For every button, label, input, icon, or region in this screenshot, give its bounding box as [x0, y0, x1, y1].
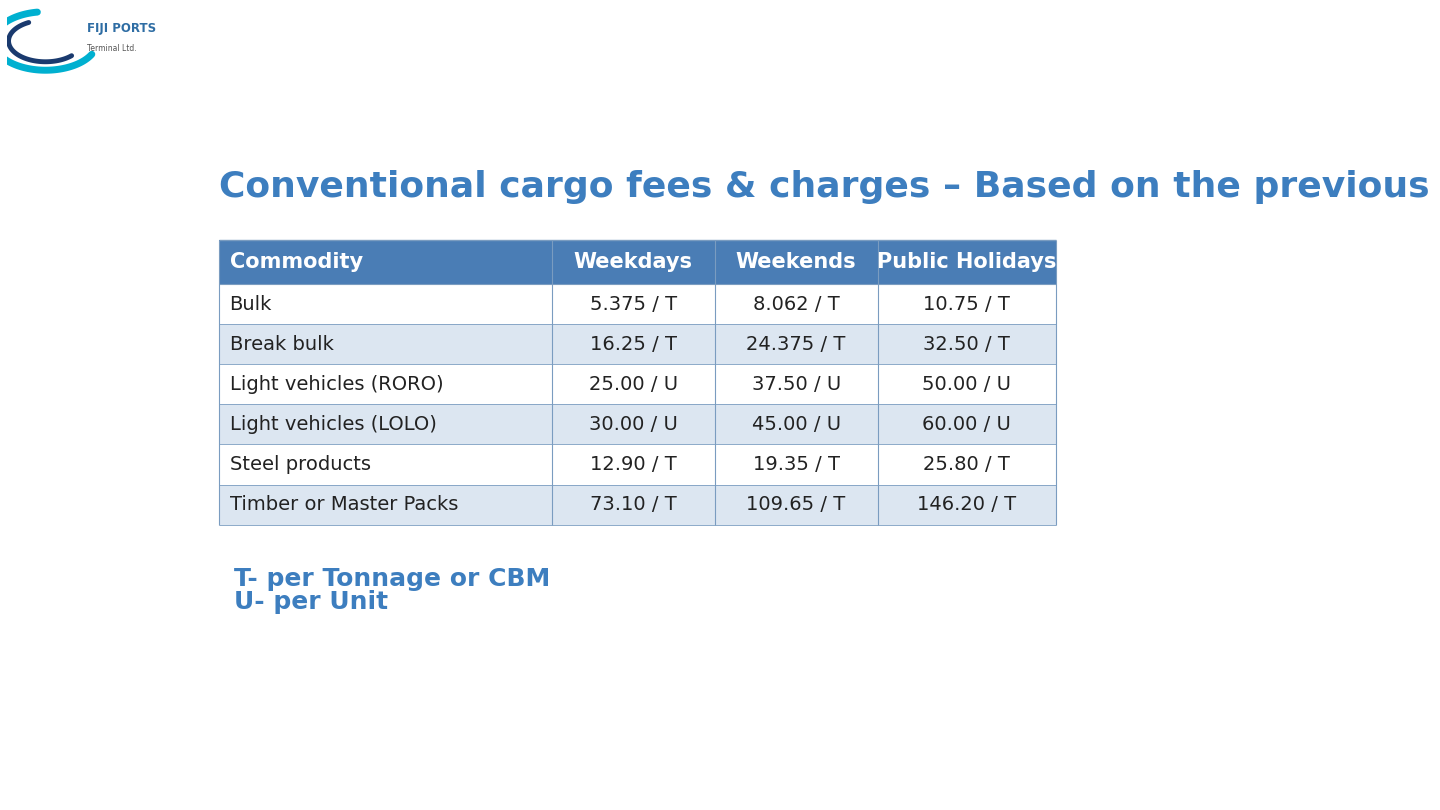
Text: 45.00 / U: 45.00 / U [752, 415, 841, 434]
Bar [714, 324, 877, 364]
Bar [877, 364, 1056, 404]
Text: Terminal Ltd.: Terminal Ltd. [86, 45, 137, 53]
Bar [714, 364, 877, 404]
Text: Commodity: Commodity [229, 252, 363, 272]
Text: Weekdays: Weekdays [575, 252, 693, 272]
Text: Break bulk: Break bulk [229, 335, 334, 354]
Bar [877, 324, 1056, 364]
Bar [877, 240, 1056, 284]
Text: Timber or Master Packs: Timber or Master Packs [229, 495, 458, 514]
Text: 50.00 / U: 50.00 / U [922, 375, 1011, 394]
Bar [714, 404, 877, 445]
Text: U- per Unit: U- per Unit [235, 590, 389, 614]
Bar [219, 284, 552, 324]
Bar [219, 324, 552, 364]
Text: Light vehicles (LOLO): Light vehicles (LOLO) [229, 415, 436, 434]
Bar [552, 240, 714, 284]
Bar [714, 445, 877, 484]
Text: Light vehicles (RORO): Light vehicles (RORO) [229, 375, 444, 394]
Bar [219, 484, 552, 525]
Text: 25.80 / T: 25.80 / T [923, 455, 1009, 474]
Text: Steel products: Steel products [229, 455, 370, 474]
Text: 73.10 / T: 73.10 / T [590, 495, 677, 514]
Text: 37.50 / U: 37.50 / U [752, 375, 841, 394]
Text: 12.90 / T: 12.90 / T [590, 455, 677, 474]
Text: 109.65 / T: 109.65 / T [746, 495, 845, 514]
Bar [877, 445, 1056, 484]
Bar [552, 364, 714, 404]
Bar [219, 445, 552, 484]
Bar [219, 364, 552, 404]
Bar [552, 284, 714, 324]
Bar [219, 404, 552, 445]
Text: 19.35 / T: 19.35 / T [753, 455, 840, 474]
Text: 30.00 / U: 30.00 / U [589, 415, 678, 434]
Text: 25.00 / U: 25.00 / U [589, 375, 678, 394]
Text: 8.062 / T: 8.062 / T [753, 295, 840, 313]
Bar [714, 240, 877, 284]
Bar [714, 484, 877, 525]
Bar [877, 284, 1056, 324]
Text: Bulk: Bulk [229, 295, 272, 313]
Text: T- per Tonnage or CBM: T- per Tonnage or CBM [235, 567, 550, 591]
Text: 5.375 / T: 5.375 / T [590, 295, 677, 313]
Bar [552, 484, 714, 525]
Text: 146.20 / T: 146.20 / T [917, 495, 1017, 514]
Bar [552, 324, 714, 364]
Bar [714, 284, 877, 324]
Bar [877, 484, 1056, 525]
Text: FIJI PORTS: FIJI PORTS [86, 22, 156, 35]
Bar [877, 404, 1056, 445]
Bar [219, 240, 552, 284]
Bar [552, 445, 714, 484]
Text: 60.00 / U: 60.00 / U [922, 415, 1011, 434]
Bar [552, 404, 714, 445]
Text: 10.75 / T: 10.75 / T [923, 295, 1009, 313]
Text: Conventional cargo fees & charges – Based on the previous tariff  - FJ($): Conventional cargo fees & charges – Base… [219, 170, 1440, 204]
Text: 24.375 / T: 24.375 / T [746, 335, 845, 354]
Text: Public Holidays: Public Holidays [877, 252, 1057, 272]
Text: Weekends: Weekends [736, 252, 857, 272]
Text: 32.50 / T: 32.50 / T [923, 335, 1009, 354]
Text: 16.25 / T: 16.25 / T [590, 335, 677, 354]
